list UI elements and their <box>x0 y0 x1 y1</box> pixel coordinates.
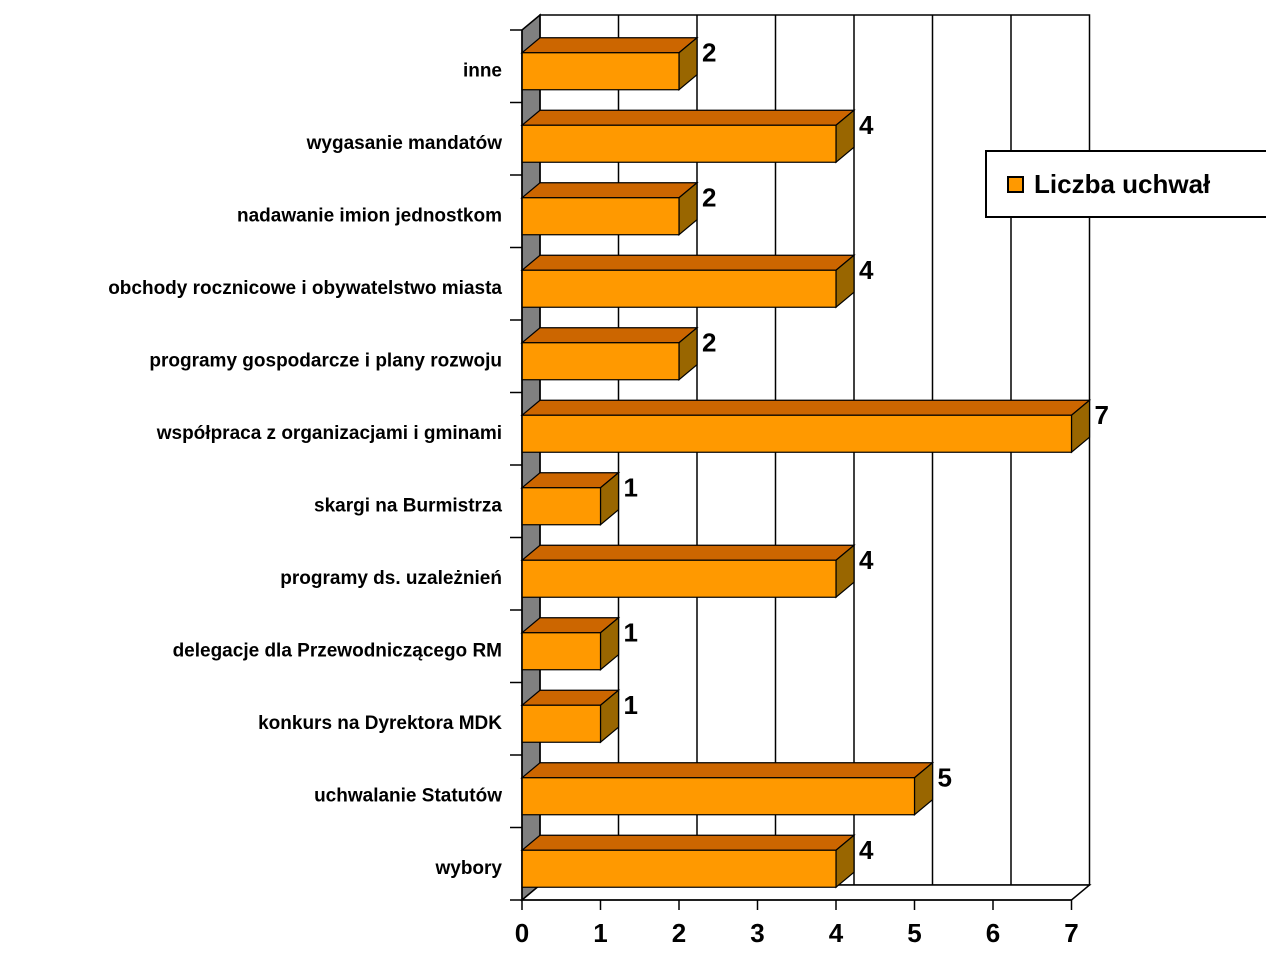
bar-top <box>520 182 699 199</box>
bar <box>521 632 602 671</box>
data-label: 4 <box>859 545 874 575</box>
bar <box>521 777 916 816</box>
x-tick-label: 6 <box>986 918 1000 948</box>
x-tick-label: 1 <box>593 918 607 948</box>
bar-top <box>520 109 856 126</box>
data-label: 7 <box>1095 400 1109 430</box>
bar <box>521 704 602 743</box>
legend: Liczba uchwał <box>985 150 1266 218</box>
category-label: konkurs na Dyrektora MDK <box>258 713 502 734</box>
bar <box>521 52 680 91</box>
legend-swatch <box>1007 175 1024 193</box>
x-tick-label: 3 <box>750 918 764 948</box>
category-label: obchody rocznicowe i obywatelstwo miasta <box>108 278 502 299</box>
data-label: 2 <box>702 328 716 358</box>
chart-bars <box>520 36 1092 889</box>
bar-top <box>520 254 856 271</box>
category-label: uchwalanie Statutów <box>314 785 502 806</box>
bar-top <box>520 834 856 851</box>
category-label: nadawanie imion jednostkom <box>237 205 502 226</box>
data-label: 4 <box>859 835 874 865</box>
bar-top <box>520 37 699 54</box>
bar-top <box>520 762 935 779</box>
data-label: 2 <box>702 38 716 68</box>
category-label: delegacje dla Przewodniczącego RM <box>173 640 502 661</box>
category-label: programy ds. uzależnień <box>280 568 502 589</box>
data-label: 4 <box>859 110 874 140</box>
bar-top <box>520 544 856 561</box>
bar <box>521 414 1073 453</box>
category-label: programy gospodarcze i plany rozwoju <box>149 350 502 371</box>
data-label: 5 <box>938 763 952 793</box>
category-label: wygasanie mandatów <box>306 133 503 154</box>
x-tick-label: 4 <box>829 918 844 948</box>
x-tick-label: 5 <box>907 918 921 948</box>
bar <box>521 342 680 381</box>
bar-top <box>520 327 699 344</box>
data-label: 1 <box>624 690 638 720</box>
x-tick-label: 0 <box>515 918 529 948</box>
data-label: 2 <box>702 183 716 213</box>
category-label: wybory <box>434 858 502 879</box>
x-tick-label: 7 <box>1064 918 1078 948</box>
x-tick-label: 2 <box>672 918 686 948</box>
data-label: 4 <box>859 255 874 285</box>
bar <box>521 559 837 598</box>
bar <box>521 124 837 163</box>
legend-label: Liczba uchwał <box>1034 168 1211 199</box>
bar <box>521 487 602 526</box>
chart-labels: 2 inne 4 wygasanie mandatów 2 nadawanie imion… <box>108 38 1109 948</box>
bar-top <box>520 399 1092 416</box>
data-label: 1 <box>624 473 638 503</box>
bar <box>521 197 680 236</box>
category-label: skargi na Burmistrza <box>314 495 502 516</box>
bar <box>521 269 837 308</box>
bar <box>521 849 837 888</box>
category-label: inne <box>463 60 502 81</box>
data-label: 1 <box>624 618 638 648</box>
category-label: współpraca z organizacjami i gminami <box>156 423 502 444</box>
chart-axes <box>510 29 1073 910</box>
